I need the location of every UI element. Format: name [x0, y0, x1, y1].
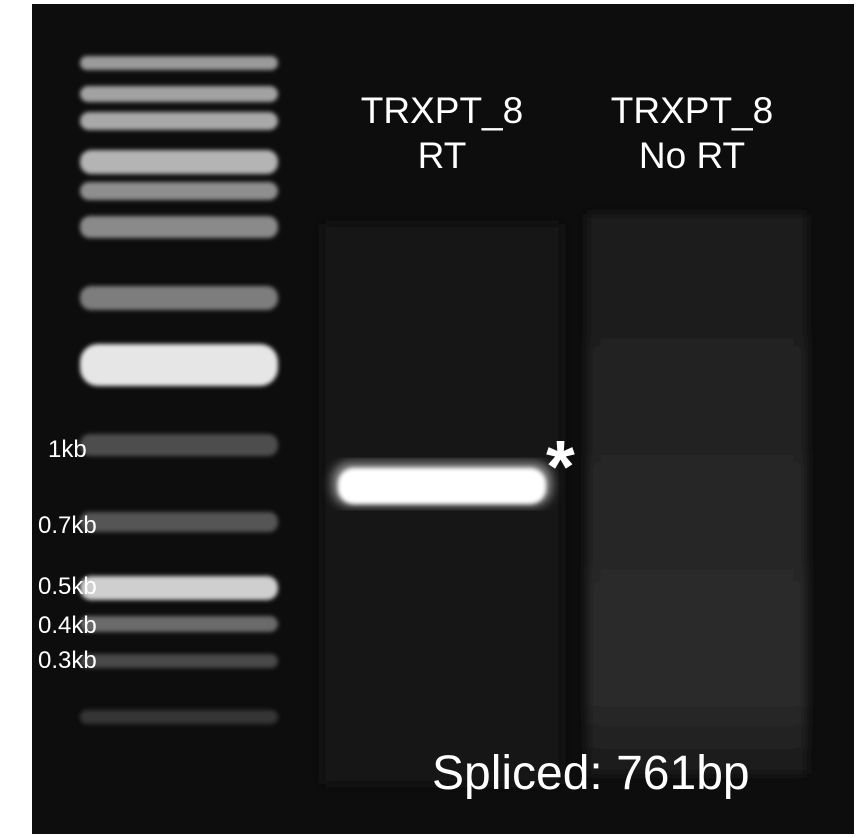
lane-label-no-rt-line1: TRXPT_8: [610, 90, 774, 131]
marker-label-0-5kb: 0.5kb: [38, 573, 97, 600]
ladder-band: [80, 182, 278, 200]
ladder-band: [80, 150, 278, 174]
no-rt-lane-smear: [587, 214, 807, 774]
marker-label-0-4kb: 0.4kb: [38, 612, 97, 639]
marker-label-0-3kb: 0.3kb: [38, 647, 97, 674]
ladder: [80, 56, 278, 724]
ladder-band: [80, 710, 278, 724]
marker-label-0-7kb: 0.7kb: [38, 512, 97, 539]
ladder-band: [80, 216, 278, 238]
ladder-band: [80, 576, 278, 600]
ladder-band: [80, 434, 278, 456]
gel-background: [32, 4, 854, 834]
ladder-band: [80, 86, 278, 102]
lane-label-rt-line2: RT: [417, 135, 467, 176]
lane-label-no-rt: TRXPT_8 No RT: [592, 88, 792, 178]
ladder-band: [80, 616, 278, 632]
lane-label-rt-line1: TRXPT_8: [360, 90, 524, 131]
ladder-band: [80, 56, 278, 70]
ladder-band: [80, 512, 278, 532]
rt-product-band: [332, 462, 552, 506]
ladder-band: [80, 112, 278, 130]
band-marker-asterisk: *: [546, 425, 575, 508]
ladder-band: [80, 344, 278, 386]
lane-label-rt: TRXPT_8 RT: [342, 88, 542, 178]
marker-label-1kb: 1kb: [48, 436, 87, 463]
ladder-band: [80, 654, 278, 668]
spliced-size-caption: Spliced: 761bp: [432, 747, 750, 800]
lane-label-no-rt-line2: No RT: [638, 135, 746, 176]
ladder-band: [80, 286, 278, 310]
gel-image: TRXPT_8 RT TRXPT_8 No RT * Spliced: 761b…: [32, 4, 854, 834]
